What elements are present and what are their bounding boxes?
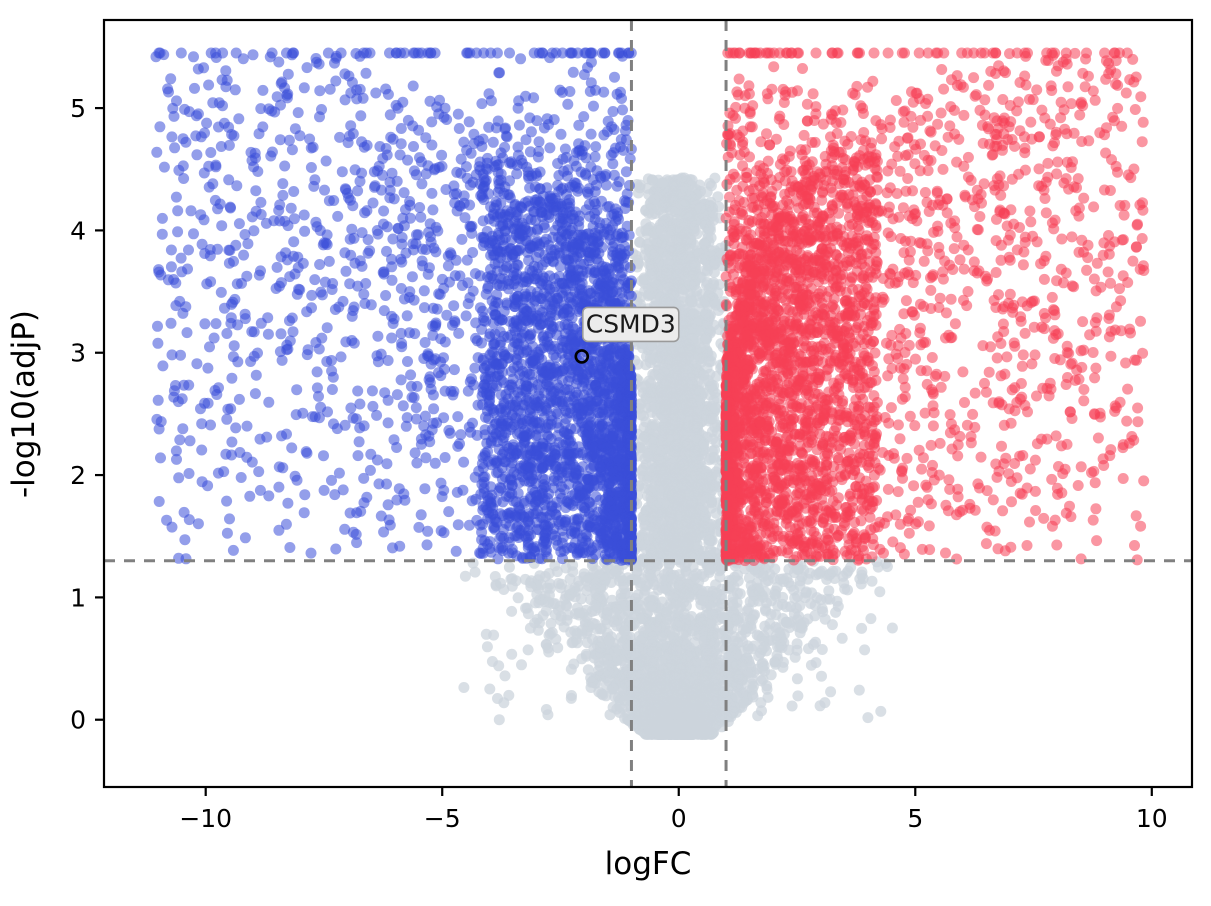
y-tick-label: 1 <box>70 583 86 612</box>
y-tick-label: 3 <box>70 339 86 368</box>
x-tick-label: −10 <box>179 804 232 833</box>
x-axis-ticks: −10 −5 0 5 10 <box>179 787 1168 833</box>
scatter-points-downregulated <box>150 47 637 566</box>
annotation-label-csmd3: CSMD3 <box>586 309 676 338</box>
scatter-points-upregulated <box>720 47 1150 567</box>
y-axis-title: -log10(adjP) <box>6 310 42 498</box>
y-tick-label: 2 <box>70 461 86 490</box>
gene-annotations: CSMD3 <box>574 306 680 364</box>
x-tick-label: 5 <box>907 804 923 833</box>
x-tick-label: −5 <box>424 804 461 833</box>
y-tick-label: 5 <box>70 94 86 123</box>
y-tick-label: 0 <box>70 706 86 735</box>
x-axis-title: logFC <box>605 846 692 882</box>
y-axis-ticks: 0 1 2 3 4 5 <box>70 94 104 735</box>
x-tick-label: 10 <box>1136 804 1168 833</box>
x-tick-label: 0 <box>671 804 687 833</box>
plot-frame <box>102 18 1194 789</box>
annotation-label-box-csmd3 <box>581 306 680 343</box>
threshold-lines <box>104 20 1192 787</box>
scatter-points-not-significant <box>458 172 898 740</box>
annotation-marker-csmd3 <box>574 349 590 364</box>
y-tick-label: 4 <box>70 216 86 245</box>
